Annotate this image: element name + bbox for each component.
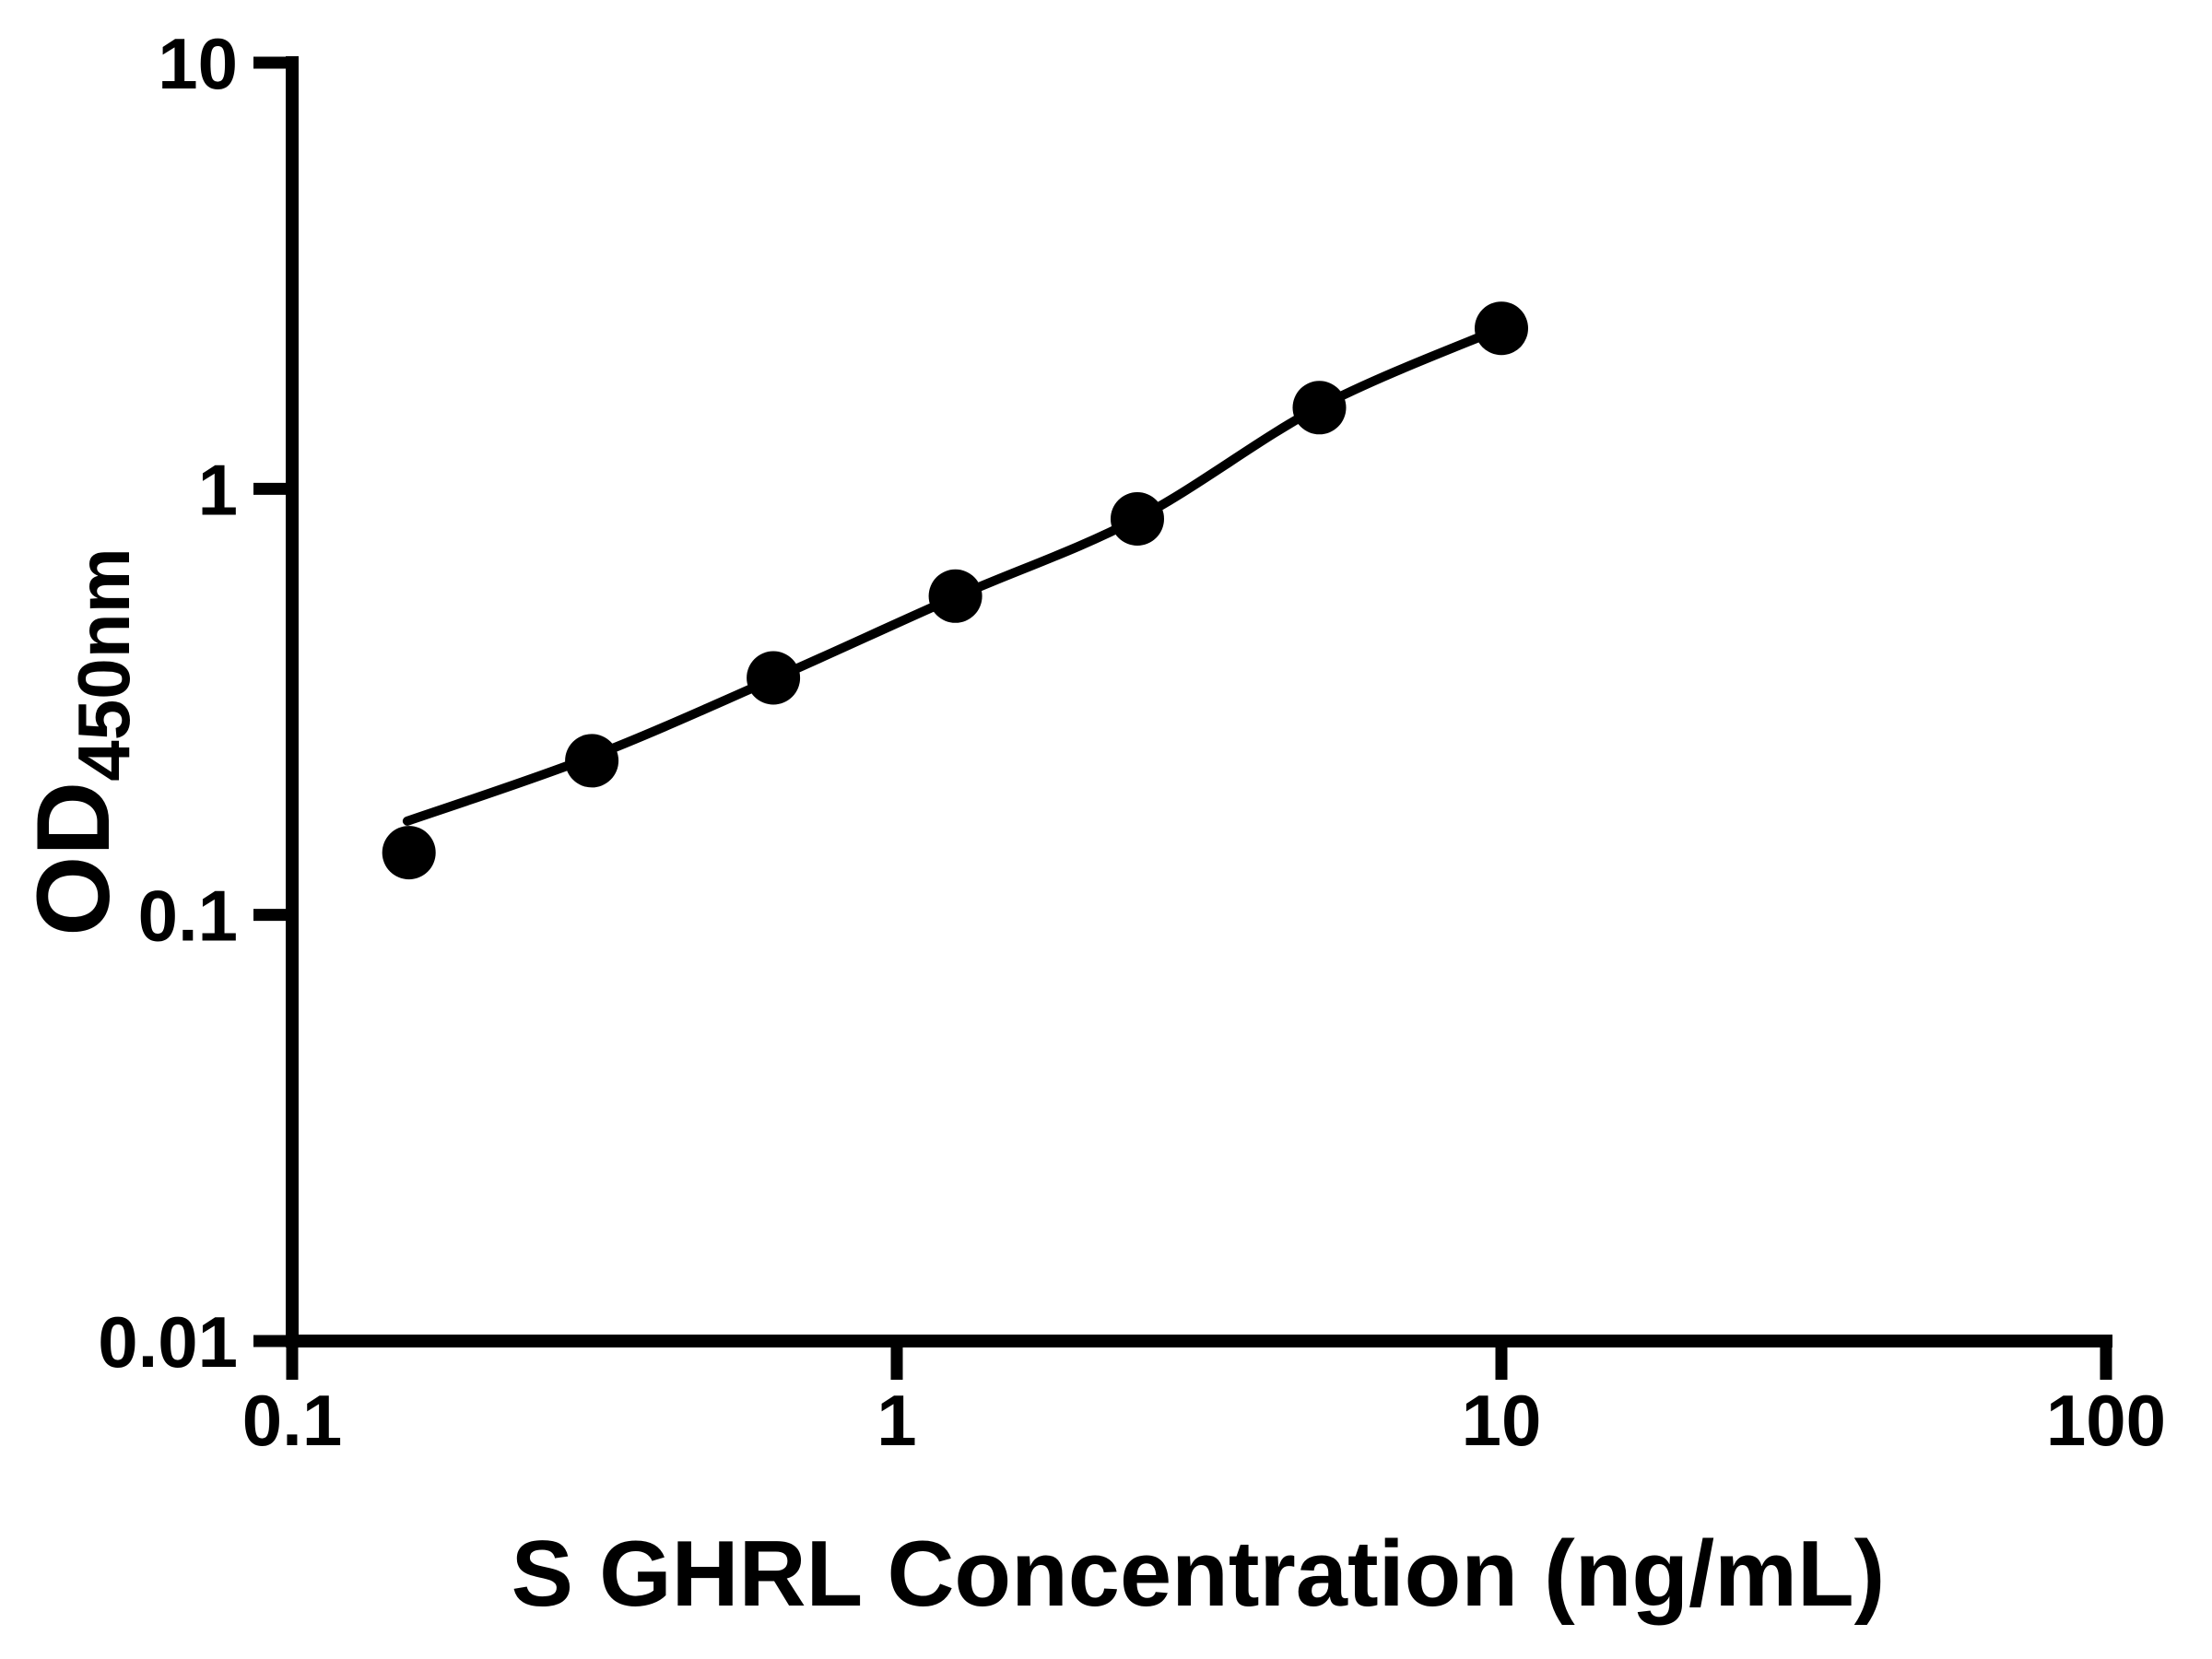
- data-points: [382, 301, 1528, 880]
- data-point-marker: [565, 734, 619, 788]
- data-point-marker: [382, 826, 436, 880]
- x-tick-label: 0.1: [242, 1380, 342, 1461]
- y-axis-title-subscript: 450nm: [63, 547, 145, 781]
- y-axis-title: OD450nm: [16, 547, 145, 935]
- x-axis-title: S GHRL Concentration (ng/mL): [512, 1523, 1886, 1626]
- data-point-marker: [747, 651, 801, 705]
- data-point-marker: [1292, 381, 1347, 435]
- y-tick-label: 0.01: [98, 1301, 238, 1382]
- x-tick-label: 10: [1462, 1380, 1542, 1461]
- y-axis-title-main: OD: [16, 782, 131, 936]
- y-tick-label: 10: [158, 23, 238, 104]
- x-tick-label: 100: [2046, 1380, 2166, 1461]
- y-tick-label: 1: [198, 449, 238, 530]
- data-point-marker: [1475, 301, 1528, 356]
- x-tick-label: 1: [877, 1380, 916, 1461]
- y-tick-label: 0.1: [138, 876, 238, 957]
- data-point-marker: [1111, 492, 1164, 546]
- data-point-marker: [928, 569, 982, 623]
